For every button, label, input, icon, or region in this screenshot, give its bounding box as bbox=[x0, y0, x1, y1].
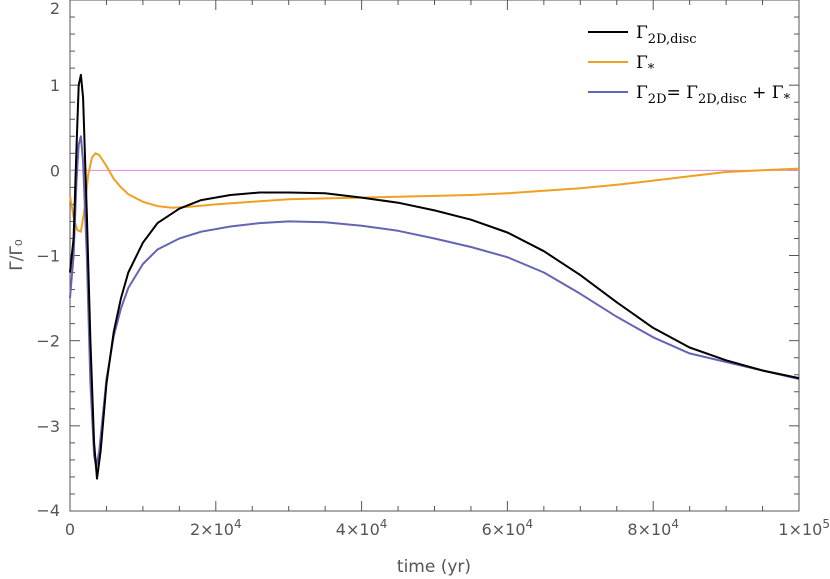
x-tick-label: 6×104 bbox=[482, 517, 534, 539]
y-axis-title: Γ/Γ₀ bbox=[7, 239, 27, 271]
series-line-1 bbox=[69, 152, 800, 233]
tick-labels: 0 2×104 4×104 6×104 8×104 1×105 2 1 0 −1 −2 −3 −4 bbox=[36, 0, 830, 539]
series-lines bbox=[69, 73, 800, 480]
x-tick-label: 1×105 bbox=[778, 517, 830, 539]
y-tick-label: 0 bbox=[50, 161, 60, 180]
x-tick-label: 8×104 bbox=[627, 517, 679, 539]
y-tick-label: 2 bbox=[50, 0, 60, 18]
y-tick-label: −3 bbox=[36, 417, 60, 436]
x-tick-label: 0 bbox=[65, 520, 75, 539]
series-line-2 bbox=[69, 135, 800, 468]
x-tick-label: 4×104 bbox=[336, 517, 388, 539]
x-tick-label: 2×104 bbox=[190, 517, 242, 539]
y-tick-label: −4 bbox=[36, 501, 60, 520]
y-tick-label: −1 bbox=[36, 247, 60, 266]
plot-frame bbox=[69, 0, 800, 512]
series-line-0 bbox=[69, 73, 800, 480]
x-axis-title: time (yr) bbox=[397, 557, 471, 577]
legend-label: Γ* bbox=[636, 53, 655, 77]
legend: Γ2D,disc Γ* Γ2D= Γ2D,disc + Γ* bbox=[588, 23, 791, 107]
legend-label: Γ2D= Γ2D,disc + Γ* bbox=[636, 83, 791, 107]
legend-label: Γ2D,disc bbox=[636, 23, 697, 47]
axis-ticks bbox=[69, 0, 800, 512]
y-tick-label: 1 bbox=[50, 76, 60, 95]
y-tick-label: −2 bbox=[36, 332, 60, 351]
